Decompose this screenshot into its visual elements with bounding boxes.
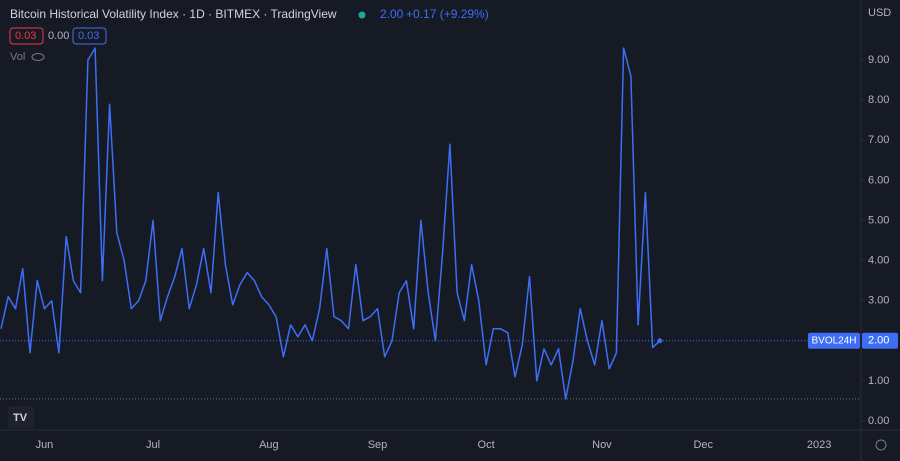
series-name-badge (808, 332, 860, 349)
y-tick-label: 8.00 (868, 94, 889, 106)
x-tick-label: Aug (259, 439, 279, 451)
x-tick-label: 2023 (807, 439, 831, 451)
y-tick-label: 6.00 (868, 174, 889, 186)
series-name: BVOL24H (811, 335, 856, 346)
x-tick-label: Jun (36, 439, 54, 451)
chart-title: Bitcoin Historical Volatility Index · 1D… (10, 7, 337, 21)
legend-value: 0.03 (15, 30, 36, 42)
logo (8, 406, 34, 428)
legend-value: 0.00 (48, 30, 69, 42)
x-tick-label: Jul (146, 439, 160, 451)
y-tick-label: 3.00 (868, 295, 889, 307)
legend-box (72, 27, 107, 45)
vol-label: Vol (10, 51, 25, 63)
x-tick-label: Nov (592, 439, 612, 451)
y-tick-label: 9.00 (868, 54, 889, 66)
change: +0.17 (+9.29%) (406, 7, 489, 21)
price-badge (862, 332, 898, 349)
logo-text: TV (13, 412, 28, 424)
last-value: 2.00 (380, 7, 404, 21)
x-tick-label: Oct (478, 439, 495, 451)
y-tick-label: 1.00 (868, 375, 889, 387)
x-tick-label: Sep (368, 439, 388, 451)
currency: USD (868, 7, 891, 19)
series-line (0, 47, 661, 400)
y-tick-label: 7.00 (868, 134, 889, 146)
price-label: 2.00 (868, 335, 889, 347)
legend-value: 0.03 (78, 30, 99, 42)
x-tick-label: Dec (693, 439, 713, 451)
status-dot (358, 11, 366, 19)
legend-box (9, 27, 44, 45)
y-tick-label: 0.00 (868, 415, 889, 427)
settings-icon[interactable] (875, 439, 887, 451)
last-point (657, 338, 663, 344)
y-tick-label: 5.00 (868, 214, 889, 226)
y-tick-label: 4.00 (868, 255, 889, 267)
eye-icon[interactable] (31, 53, 45, 61)
